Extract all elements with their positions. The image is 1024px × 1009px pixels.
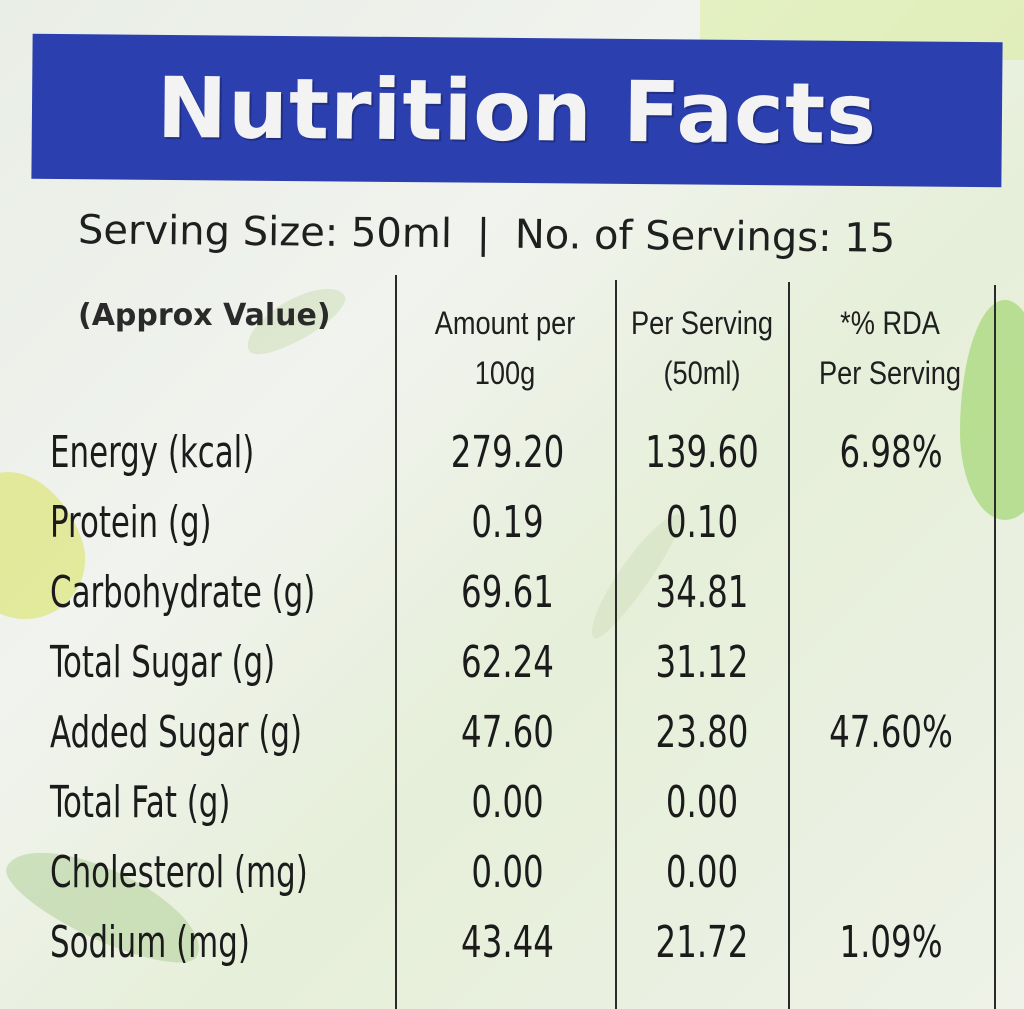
- amount-per-serving: 139.60: [645, 427, 759, 478]
- column-header-amount: Amount per 100g: [416, 298, 595, 398]
- amount-per-100g: 62.24: [461, 637, 554, 688]
- amount-per-serving: 0.00: [665, 847, 739, 898]
- amount-per-serving: 34.81: [655, 567, 749, 618]
- column-header-rda-line2: Per Serving: [818, 355, 962, 391]
- table-row: Added Sugar (g) 47.60 23.80 47.60%: [0, 698, 1024, 768]
- amount-per-serving: 0.10: [665, 497, 739, 548]
- servings-count: No. of Servings: 15: [514, 211, 896, 262]
- table-row: Energy (kcal) 279.20 139.60 6.98%: [0, 418, 1024, 488]
- serving-separator: |: [476, 211, 491, 258]
- table-divider: [788, 282, 790, 1009]
- rda-per-serving: 6.98%: [839, 427, 943, 478]
- approx-value-label: (Approx Value): [78, 298, 331, 333]
- serving-size: Serving Size: 50ml: [77, 207, 453, 258]
- nutrient-name: Carbohydrate (g): [50, 567, 316, 618]
- nutrient-name: Sodium (mg): [50, 917, 250, 968]
- amount-per-100g: 0.00: [471, 777, 544, 828]
- table-row: Total Sugar (g) 62.24 31.12: [0, 628, 1024, 698]
- table-row: Sodium (mg) 43.44 21.72 1.09%: [0, 908, 1024, 978]
- amount-per-serving: 0.00: [665, 777, 739, 828]
- column-header-amount-line1: Amount per: [434, 305, 576, 341]
- rda-per-serving: 1.09%: [839, 917, 943, 968]
- nutrient-name: Total Fat (g): [50, 777, 231, 828]
- nutrient-name: Energy (kcal): [50, 427, 255, 478]
- column-header-amount-line2: 100g: [474, 355, 536, 391]
- nutrient-name: Protein (g): [50, 497, 212, 548]
- column-header-per-serving: Per Serving (50ml): [626, 298, 779, 398]
- column-header-per-serving-line2: (50ml): [663, 355, 741, 391]
- amount-per-serving: 23.80: [655, 707, 749, 758]
- table-divider: [994, 285, 996, 1009]
- table-row: Protein (g) 0.19 0.10: [0, 488, 1024, 558]
- amount-per-100g: 0.19: [471, 497, 544, 548]
- nutrient-name: Added Sugar (g): [50, 707, 303, 758]
- amount-per-serving: 21.72: [655, 917, 749, 968]
- page-title: Nutrition Facts: [156, 58, 878, 163]
- column-header-rda: *% RDA Per Serving: [805, 298, 975, 398]
- amount-per-100g: 69.61: [461, 567, 554, 618]
- amount-per-serving: 31.12: [655, 637, 749, 688]
- table-row: Carbohydrate (g) 69.61 34.81: [0, 558, 1024, 628]
- table-row: Total Fat (g) 0.00 0.00: [0, 768, 1024, 838]
- table-divider: [615, 280, 617, 1009]
- serving-info: Serving Size: 50ml | No. of Servings: 15: [78, 207, 998, 263]
- amount-per-100g: 279.20: [450, 427, 565, 478]
- amount-per-100g: 43.44: [461, 917, 554, 968]
- title-banner: Nutrition Facts: [31, 33, 1003, 188]
- column-header-rda-line1: *% RDA: [840, 305, 940, 341]
- table-row: Cholesterol (mg) 0.00 0.00: [0, 838, 1024, 908]
- table-divider: [395, 275, 397, 1009]
- nutrient-name: Cholesterol (mg): [50, 847, 308, 898]
- nutrient-name: Total Sugar (g): [50, 637, 276, 688]
- rda-per-serving: 47.60%: [829, 707, 953, 758]
- amount-per-100g: 0.00: [471, 847, 544, 898]
- column-header-per-serving-line1: Per Serving: [630, 305, 774, 341]
- amount-per-100g: 47.60: [461, 707, 554, 758]
